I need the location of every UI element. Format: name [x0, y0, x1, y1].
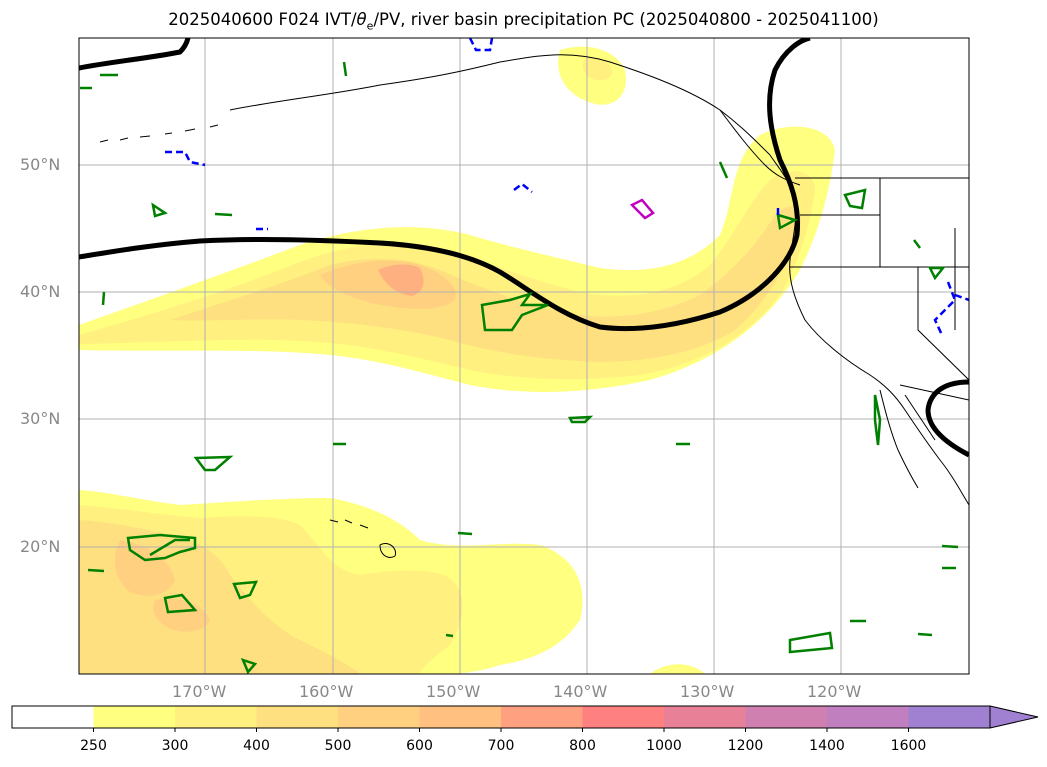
pv-contour	[163, 593, 198, 614]
colorbar-segment	[175, 706, 257, 728]
pv-contour	[718, 161, 729, 179]
graticule	[79, 38, 969, 674]
colorbar-segment	[664, 706, 746, 728]
colorbar-tick-label: 250	[80, 738, 107, 754]
pv-contour	[101, 291, 106, 306]
ivt-400-upper	[170, 206, 801, 362]
theta-contour-northwest	[79, 38, 191, 71]
pv-positive-contours	[80, 61, 959, 674]
colorbar-tick-label: 1200	[727, 738, 764, 754]
pv-contour	[445, 633, 454, 638]
lat-label-30: 30°N	[20, 409, 61, 428]
pv-neg-contour	[954, 293, 969, 302]
ivt-300-alaska	[582, 57, 612, 81]
colorbar-tick-label: 500	[324, 738, 352, 754]
colorbar-segment	[908, 706, 991, 728]
pv-contour	[776, 213, 799, 230]
magenta-contour	[629, 198, 655, 220]
colorbar-segment	[93, 706, 176, 728]
colorbar-extend-arrow	[989, 705, 1039, 729]
colorbar-tick-label: 400	[243, 738, 270, 754]
baja-california	[879, 389, 919, 489]
colorbar-segment	[745, 706, 828, 728]
colorbar	[11, 705, 1039, 732]
map-title: 2025040600 F024 IVT/θe/PV, river basin p…	[0, 10, 1047, 32]
colorbar-segment	[501, 706, 583, 728]
pv-contour	[873, 394, 882, 446]
colorbar-segment	[12, 706, 94, 728]
colorbar-tick-label: 1000	[646, 738, 682, 754]
pv-contour	[788, 631, 834, 654]
pv-neg-contour	[513, 182, 533, 193]
ivt-600-upper	[378, 264, 424, 296]
lon-label-170w: 170°W	[172, 682, 227, 701]
pv-contour	[87, 568, 105, 573]
lon-label-160w: 160°W	[299, 682, 354, 701]
theta-contour-main	[79, 38, 811, 332]
pv-contour	[457, 531, 473, 536]
colorbar-segment	[256, 706, 339, 728]
title-theta: θ	[356, 10, 367, 29]
pv-contour	[151, 202, 168, 218]
pv-contour	[843, 188, 867, 210]
pv-contour	[193, 455, 234, 472]
alaska-coast	[229, 54, 771, 156]
map-content	[79, 38, 969, 674]
pv-contour	[568, 415, 594, 424]
pv-contour	[941, 544, 959, 549]
ivt-500-lower	[114, 540, 175, 596]
pv-contour	[232, 580, 259, 600]
aleutian-islands	[99, 124, 219, 143]
pv-negative-contours	[165, 38, 969, 336]
map-frame	[78, 37, 970, 675]
colorbar-tick-label: 700	[487, 738, 515, 754]
lon-label-120w: 120°W	[807, 682, 862, 701]
lat-label-20: 20°N	[20, 537, 61, 556]
pv-neg-contour	[165, 150, 206, 167]
pv-contour	[927, 266, 946, 281]
colorbar-segment	[827, 706, 909, 728]
state-border-ca-nv	[917, 267, 969, 381]
lon-label-150w: 150°W	[426, 682, 481, 701]
colorbar-tick-label: 1400	[809, 738, 845, 754]
lon-label-140w: 140°W	[553, 682, 608, 701]
lat-label-40: 40°N	[20, 282, 61, 301]
ivt-lower-band	[79, 490, 705, 674]
pv-contour	[214, 212, 233, 217]
colorbar-segment	[582, 706, 665, 728]
pv-contour	[126, 533, 197, 562]
pv-contour	[480, 291, 549, 332]
ivt-upper-band	[79, 46, 835, 392]
colorbar-segment	[338, 706, 420, 728]
gulf-california	[904, 394, 936, 441]
hawaii-islands	[329, 519, 397, 558]
theta-contour-southeast	[925, 379, 969, 458]
colorbar-tick-label: 800	[569, 738, 596, 754]
colorbar-tick-label: 600	[406, 738, 433, 754]
pv-contour	[240, 657, 258, 674]
colorbar-segment	[419, 706, 502, 728]
pv-contour	[917, 632, 933, 637]
title-suffix: /PV, river basin precipitation PC (20250…	[373, 10, 879, 29]
title-prefix: 2025040600 F024 IVT/	[168, 10, 357, 29]
colorbar-tick-label: 300	[161, 738, 189, 754]
colorbar-tick-label: 1600	[890, 738, 927, 754]
title-theta-sub: e	[366, 19, 374, 33]
lon-label-130w: 130°W	[680, 682, 735, 701]
theta-contours	[79, 38, 969, 458]
pv-neg-contour	[933, 281, 957, 336]
pv-contour	[342, 61, 348, 77]
lat-label-50: 50°N	[20, 155, 61, 174]
pv-contour	[913, 239, 921, 249]
ivt-250-lower-east	[650, 664, 705, 674]
pv-neg-contour	[468, 38, 494, 52]
